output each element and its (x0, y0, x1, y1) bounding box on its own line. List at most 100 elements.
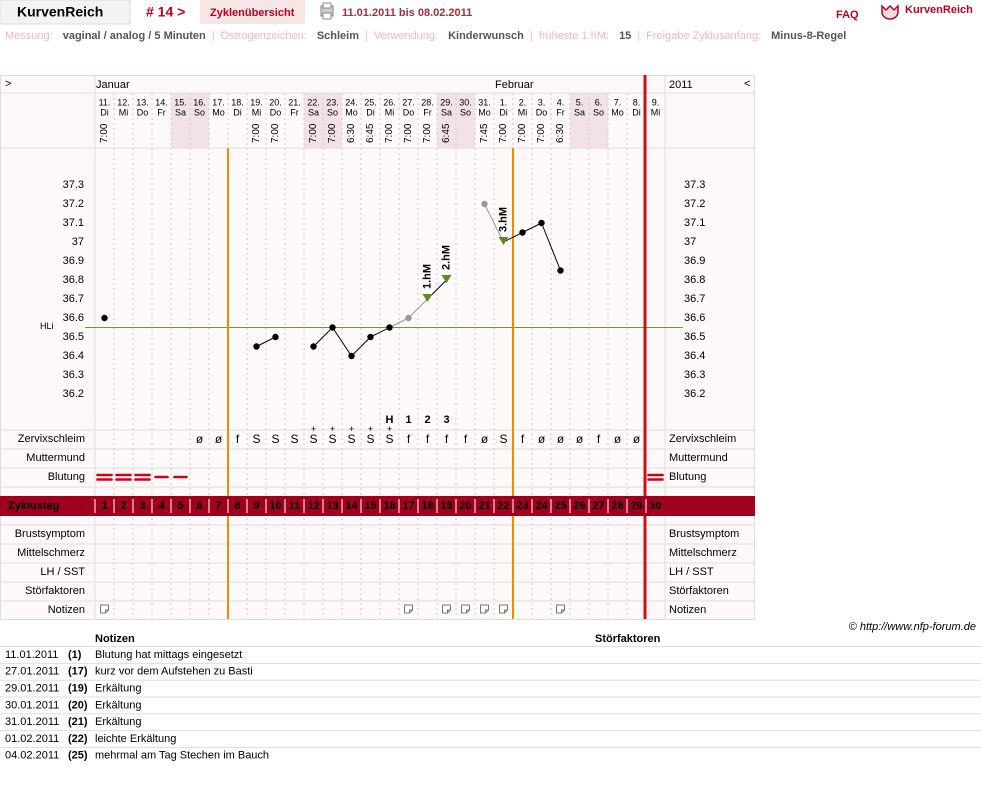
y-tick-label: 36.2 (684, 388, 705, 400)
brand[interactable]: KurvenReich (905, 4, 973, 16)
temp-segment (522, 222, 542, 233)
temp-point-hm (441, 275, 452, 283)
copyright: © http://www.nfp-forum.de (849, 621, 976, 633)
day-weekday: Do (270, 107, 282, 117)
day-weekday: So (327, 107, 338, 117)
info-value: Schleim (317, 30, 359, 42)
brand-icon (881, 4, 899, 20)
cycle-nav[interactable]: # 14 > (146, 4, 185, 20)
day-weekday: Do (403, 107, 415, 117)
day-date: 16. (193, 97, 206, 107)
note-day: (21) (68, 716, 88, 728)
day-weekday: Do (137, 107, 149, 117)
note-icon[interactable] (480, 604, 489, 614)
print-icon[interactable] (320, 2, 334, 20)
temp-point (538, 219, 545, 227)
cycle-day: 8 (234, 500, 240, 512)
temp-point (405, 314, 412, 322)
row-label: Blutung (48, 471, 85, 483)
note-icon[interactable] (499, 604, 508, 614)
cycle-day: 7 (215, 500, 221, 512)
note-text: kurz vor dem Aufstehen zu Basti (95, 666, 253, 678)
note-day: (1) (68, 649, 82, 661)
cycle-day: 14 (345, 500, 358, 512)
cycle-day: 5 (177, 500, 183, 512)
temp-segment (332, 327, 352, 357)
nav-left[interactable]: > (5, 78, 11, 90)
day-weekday: Mo (212, 107, 225, 117)
tab-box (200, 0, 305, 24)
day-weekday: Sa (175, 107, 186, 117)
separator: | (637, 30, 640, 42)
bleeding-mark (96, 473, 113, 481)
logo-text[interactable]: KurvenReich (17, 4, 103, 20)
notes-header: Notizen (95, 633, 135, 645)
mucus-peak: 1 (405, 414, 411, 426)
y-tick-label: 37 (684, 236, 696, 248)
day-weekday: Fr (290, 107, 299, 117)
day-weekday: Di (499, 107, 508, 117)
note-icon[interactable] (556, 604, 565, 614)
temp-point-hm (422, 294, 433, 302)
y-tick-label: 36.6 (684, 312, 705, 324)
tab[interactable]: Zyklenübersicht (210, 7, 295, 19)
measure-time: 7:00 (498, 123, 509, 143)
day-date: 13. (136, 97, 149, 107)
logo-box (0, 0, 131, 25)
note-icon[interactable] (100, 604, 109, 614)
measure-time: 6:45 (441, 123, 452, 143)
cycle-day: 22 (497, 500, 509, 512)
y-tick-label: 37.1 (684, 217, 705, 229)
chart-frame (0, 75, 755, 620)
day-weekday: Mo (611, 107, 624, 117)
day-date: 14. (155, 97, 168, 107)
day-date: 18. (231, 97, 244, 107)
day-weekday: Di (632, 107, 641, 117)
cycle-day: 28 (611, 500, 623, 512)
y-tick-label: 36.3 (684, 369, 705, 381)
cycle-day: 3 (139, 500, 145, 512)
month-label: Februar (495, 79, 534, 91)
row-label: Störfaktoren (669, 585, 729, 597)
day-date: 4. (557, 97, 565, 107)
day-date: 20. (269, 97, 282, 107)
y-tick-label: 37.2 (684, 198, 705, 210)
cycle-day: 2 (120, 500, 126, 512)
row-label: Muttermund (26, 452, 85, 464)
nav-right[interactable]: < (744, 78, 750, 90)
faq-link[interactable]: FAQ (836, 9, 859, 21)
temp-segment (408, 298, 428, 319)
cycle-day: 21 (478, 500, 490, 512)
day-date: 2. (519, 97, 527, 107)
cycle-day: 16 (383, 500, 395, 512)
day-weekday: So (460, 107, 471, 117)
cycle-day: 4 (158, 500, 165, 512)
day-date: 26. (383, 97, 396, 107)
day-weekday: Mo (345, 107, 358, 117)
note-day: (22) (68, 733, 88, 745)
measure-time: 7:00 (384, 123, 395, 143)
cycle-day-bar (0, 496, 755, 516)
row-label: Zervixschleim (669, 433, 736, 445)
note-icon[interactable] (442, 604, 451, 614)
day-date: 27. (402, 97, 415, 107)
year: 2011 (669, 79, 693, 91)
note-icon[interactable] (461, 604, 470, 614)
cycle-day: 25 (554, 500, 566, 512)
y-tick-label: 37.3 (63, 179, 84, 191)
info-line: Messung: vaginal / analog / 5 Minuten | Öst… (5, 30, 846, 42)
temp-point (519, 229, 526, 236)
info-label: Messung: (5, 30, 53, 42)
cycle-day: 18 (421, 500, 433, 512)
cycle-day: 19 (440, 500, 452, 512)
note-day: (20) (68, 699, 88, 711)
y-tick-label: 36.7 (684, 293, 705, 305)
day-weekday: Mi (651, 107, 661, 117)
mucus-value: S+ (385, 424, 393, 446)
note-icon[interactable] (404, 604, 413, 614)
mucus-value: S+ (347, 424, 355, 446)
measure-time: 7:00 (422, 123, 433, 143)
temp-segment (256, 336, 276, 347)
row-label: Zervixschleim (18, 433, 85, 445)
temp-point-hm (498, 237, 509, 245)
